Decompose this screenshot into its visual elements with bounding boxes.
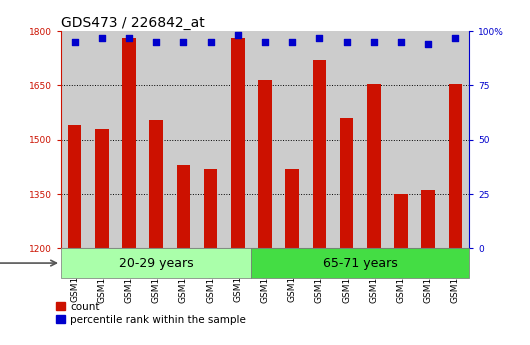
Text: 20-29 years: 20-29 years [119, 257, 193, 269]
Point [424, 41, 432, 47]
Bar [421, 190, 435, 248]
Bar [340, 118, 354, 248]
Point [342, 39, 351, 45]
Bar [442, 31, 469, 248]
Bar [149, 120, 163, 248]
Bar [143, 31, 170, 248]
Bar [61, 248, 251, 278]
Bar [231, 38, 245, 248]
Bar [176, 165, 190, 248]
Bar [95, 129, 109, 248]
Point [206, 39, 215, 45]
Point [261, 39, 269, 45]
Bar [333, 31, 360, 248]
Point [315, 35, 324, 40]
Bar [313, 60, 326, 248]
Bar [285, 169, 299, 248]
Bar [61, 31, 88, 248]
Bar [306, 31, 333, 248]
Point [179, 39, 188, 45]
Bar [170, 31, 197, 248]
Bar [251, 31, 279, 248]
Bar [448, 83, 462, 248]
Point [234, 33, 242, 38]
Point [451, 35, 460, 40]
Text: 65-71 years: 65-71 years [323, 257, 398, 269]
Bar [360, 31, 387, 248]
Bar [68, 125, 82, 248]
Bar [116, 31, 143, 248]
Point [369, 39, 378, 45]
Point [397, 39, 405, 45]
Bar [394, 194, 408, 248]
Bar [197, 31, 224, 248]
Bar [367, 83, 381, 248]
Text: GDS473 / 226842_at: GDS473 / 226842_at [61, 16, 205, 30]
Bar [414, 31, 442, 248]
Bar [258, 80, 272, 248]
Bar [88, 31, 116, 248]
Point [288, 39, 296, 45]
Bar [204, 169, 217, 248]
Point [70, 39, 79, 45]
Bar [122, 38, 136, 248]
Bar [224, 31, 251, 248]
Bar [251, 248, 469, 278]
Bar [279, 31, 306, 248]
Point [125, 35, 133, 40]
Bar [387, 31, 414, 248]
Point [152, 39, 161, 45]
Legend: count, percentile rank within the sample: count, percentile rank within the sample [56, 302, 246, 325]
Point [98, 35, 106, 40]
